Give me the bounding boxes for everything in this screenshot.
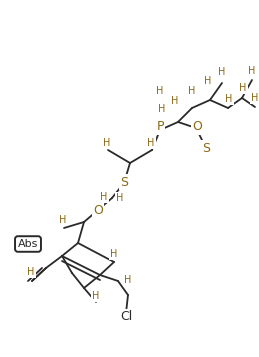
Text: H: H xyxy=(156,86,164,96)
Text: H: H xyxy=(147,138,155,148)
Text: Cl: Cl xyxy=(120,311,132,323)
Text: H: H xyxy=(204,76,212,86)
Text: H: H xyxy=(248,66,256,76)
Text: H: H xyxy=(92,291,100,301)
Text: S: S xyxy=(120,176,128,188)
Text: H: H xyxy=(116,193,124,203)
Text: H: H xyxy=(225,94,233,104)
Text: O: O xyxy=(93,203,103,216)
Text: H: H xyxy=(158,104,166,114)
Text: H: H xyxy=(188,86,196,96)
Text: P: P xyxy=(156,121,164,134)
Text: H: H xyxy=(27,267,35,277)
Text: H: H xyxy=(171,96,179,106)
Text: H: H xyxy=(239,83,247,93)
Text: H: H xyxy=(100,192,108,202)
Text: S: S xyxy=(202,141,210,155)
Text: O: O xyxy=(192,121,202,134)
Text: H: H xyxy=(218,67,226,77)
Text: H: H xyxy=(124,275,132,285)
Text: H: H xyxy=(251,93,259,103)
Text: Abs: Abs xyxy=(18,239,38,249)
Text: H: H xyxy=(110,249,118,259)
Text: H: H xyxy=(59,215,67,225)
Text: H: H xyxy=(103,138,111,148)
